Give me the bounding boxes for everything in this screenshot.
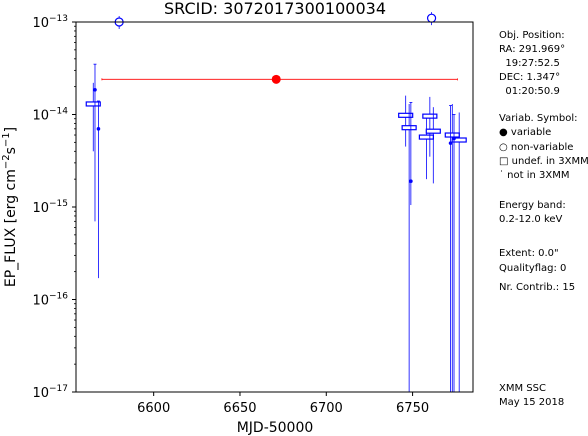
qualityflag-value: Qualityflag: 0 bbox=[499, 263, 567, 274]
data-dot bbox=[448, 141, 453, 145]
data-dot bbox=[93, 87, 97, 92]
xmm-ssc-label: XMM SSC bbox=[499, 383, 546, 394]
y-tick-label: 10−16 bbox=[32, 292, 68, 309]
data-box bbox=[401, 125, 417, 131]
energy-range-value: 0.2-12.0 keV bbox=[499, 214, 563, 225]
x-axis-label: MJD-50000 bbox=[237, 420, 314, 436]
x-tick-label: 6600 bbox=[137, 401, 170, 416]
dec-dms-value: 01:20:50.9 bbox=[499, 86, 560, 97]
y-axis: 10−13 10−14 10−15 10−16 10−17 bbox=[32, 14, 76, 401]
x-tick-label: 6700 bbox=[310, 401, 343, 416]
nr-contrib-value: Nr. Contrib.: 15 bbox=[499, 282, 576, 293]
y-tick-label: 10−14 bbox=[32, 107, 68, 124]
legend-variable: ● variable bbox=[499, 127, 552, 138]
x-tick-label: 6650 bbox=[223, 401, 256, 416]
data-box bbox=[444, 132, 460, 138]
chart-title: SRCID: 3072017300100034 bbox=[164, 0, 386, 18]
date-label: May 15 2018 bbox=[499, 397, 565, 408]
x-tick-label: 6750 bbox=[396, 401, 429, 416]
y-tick-label: 10−13 bbox=[32, 14, 68, 31]
energy-band-heading: Energy band: bbox=[499, 200, 566, 211]
y-tick-label: 10−17 bbox=[32, 384, 68, 401]
ra-hms-value: 19:27:52.5 bbox=[499, 58, 560, 69]
dec-value: DEC: 1.347° bbox=[499, 72, 561, 83]
y-axis-label: EP_FLUX [erg cm−2s−1] bbox=[1, 127, 19, 287]
open-circle-point bbox=[426, 13, 437, 23]
y-tick-label: 10−15 bbox=[32, 199, 68, 216]
plot-area bbox=[85, 12, 467, 392]
legend-non-variable: ○ non-variable bbox=[499, 142, 574, 153]
extent-value: Extent: 0.0" bbox=[499, 248, 559, 259]
data-box bbox=[451, 137, 467, 143]
legend-undef: □ undef. in 3XMM bbox=[499, 156, 588, 167]
data-box bbox=[422, 113, 438, 119]
data-box bbox=[85, 101, 101, 107]
data-box bbox=[425, 128, 441, 134]
data-dot bbox=[96, 127, 101, 131]
variab-symbol-heading: Variab. Symbol: bbox=[499, 113, 578, 124]
data-dot bbox=[409, 179, 413, 184]
data-box bbox=[418, 134, 434, 140]
data-box bbox=[398, 112, 414, 118]
mean-flux-marker bbox=[271, 74, 281, 84]
x-axis: 6600 6650 6700 6750 bbox=[137, 392, 429, 416]
ra-value: RA: 291.969° bbox=[499, 44, 566, 55]
legend-not-in: ˙ not in 3XMM bbox=[499, 170, 570, 181]
data-dot bbox=[452, 136, 456, 141]
obj-position-heading: Obj. Position: bbox=[499, 30, 565, 41]
